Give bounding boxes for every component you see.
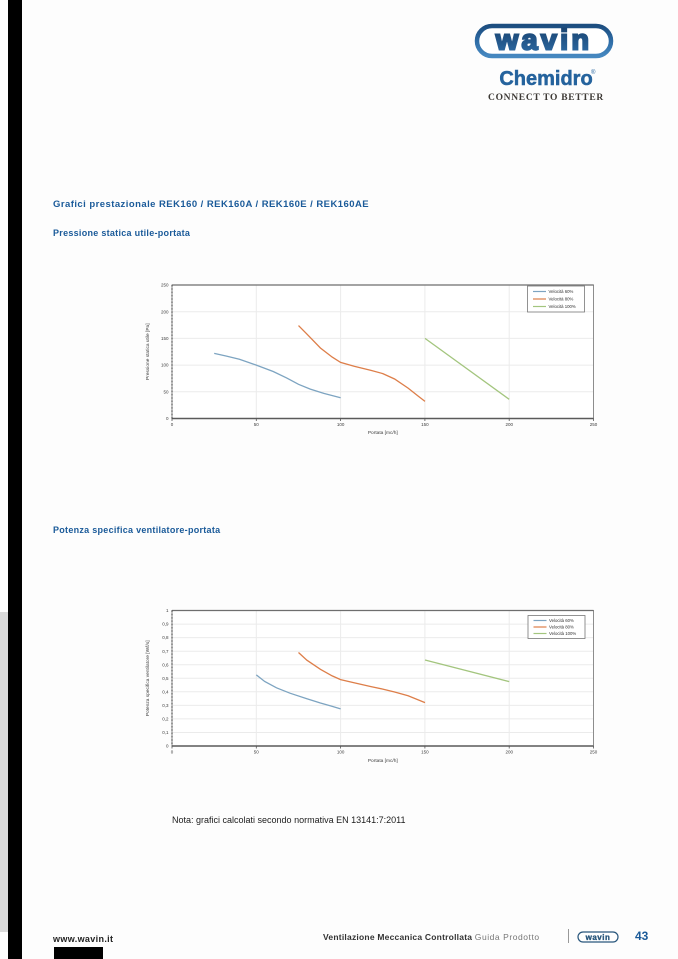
svg-text:Potenza specifica ventilatore: Potenza specifica ventilatore [W/l/s] bbox=[145, 640, 151, 716]
svg-text:250: 250 bbox=[590, 422, 598, 427]
svg-text:150: 150 bbox=[421, 750, 429, 755]
svg-text:100: 100 bbox=[161, 363, 169, 368]
svg-text:0,8: 0,8 bbox=[162, 635, 169, 640]
svg-text:wavin: wavin bbox=[495, 25, 593, 57]
svg-text:0,5: 0,5 bbox=[162, 676, 169, 681]
svg-text:Velocità 80%: Velocità 80% bbox=[549, 297, 574, 302]
svg-text:Velocità 100%: Velocità 100% bbox=[549, 631, 576, 636]
svg-text:Velocità 100%: Velocità 100% bbox=[549, 304, 576, 309]
svg-text:50: 50 bbox=[163, 389, 169, 394]
svg-text:100: 100 bbox=[337, 750, 345, 755]
svg-text:Chemidro: Chemidro bbox=[499, 68, 592, 90]
svg-text:250: 250 bbox=[590, 750, 598, 755]
svg-text:Portata [mc/h]: Portata [mc/h] bbox=[368, 758, 398, 764]
svg-text:0,3: 0,3 bbox=[162, 703, 169, 708]
svg-text:Pressione statica utile [Pa]: Pressione statica utile [Pa] bbox=[145, 323, 151, 380]
svg-text:100: 100 bbox=[337, 422, 345, 427]
svg-text:0,6: 0,6 bbox=[162, 662, 169, 667]
svg-text:200: 200 bbox=[505, 422, 513, 427]
svg-text:Velocità 80%: Velocità 80% bbox=[549, 625, 574, 630]
svg-text:250: 250 bbox=[161, 283, 169, 288]
svg-text:0,9: 0,9 bbox=[162, 622, 169, 627]
svg-text:150: 150 bbox=[421, 422, 429, 427]
svg-text:50: 50 bbox=[254, 422, 260, 427]
svg-text:0: 0 bbox=[166, 744, 169, 749]
svg-text:0,1: 0,1 bbox=[162, 730, 169, 735]
svg-text:0,4: 0,4 bbox=[162, 689, 169, 694]
svg-text:1: 1 bbox=[166, 608, 169, 613]
svg-text:CONNECT TO BETTER: CONNECT TO BETTER bbox=[488, 93, 604, 103]
svg-text:0,2: 0,2 bbox=[162, 717, 169, 722]
svg-text:wavin: wavin bbox=[585, 933, 611, 942]
svg-text:0,7: 0,7 bbox=[162, 649, 169, 654]
svg-text:200: 200 bbox=[505, 750, 513, 755]
svg-text:50: 50 bbox=[254, 750, 260, 755]
svg-text:0: 0 bbox=[166, 416, 169, 421]
svg-text:0: 0 bbox=[171, 750, 174, 755]
svg-text:150: 150 bbox=[161, 336, 169, 341]
svg-text:Portata [mc/h]: Portata [mc/h] bbox=[368, 430, 398, 436]
svg-text:200: 200 bbox=[161, 309, 169, 314]
svg-text:Velocità 60%: Velocità 60% bbox=[549, 289, 574, 294]
svg-text:0: 0 bbox=[171, 422, 174, 427]
svg-text:Velocità 60%: Velocità 60% bbox=[549, 618, 574, 623]
svg-text:®: ® bbox=[591, 69, 596, 76]
